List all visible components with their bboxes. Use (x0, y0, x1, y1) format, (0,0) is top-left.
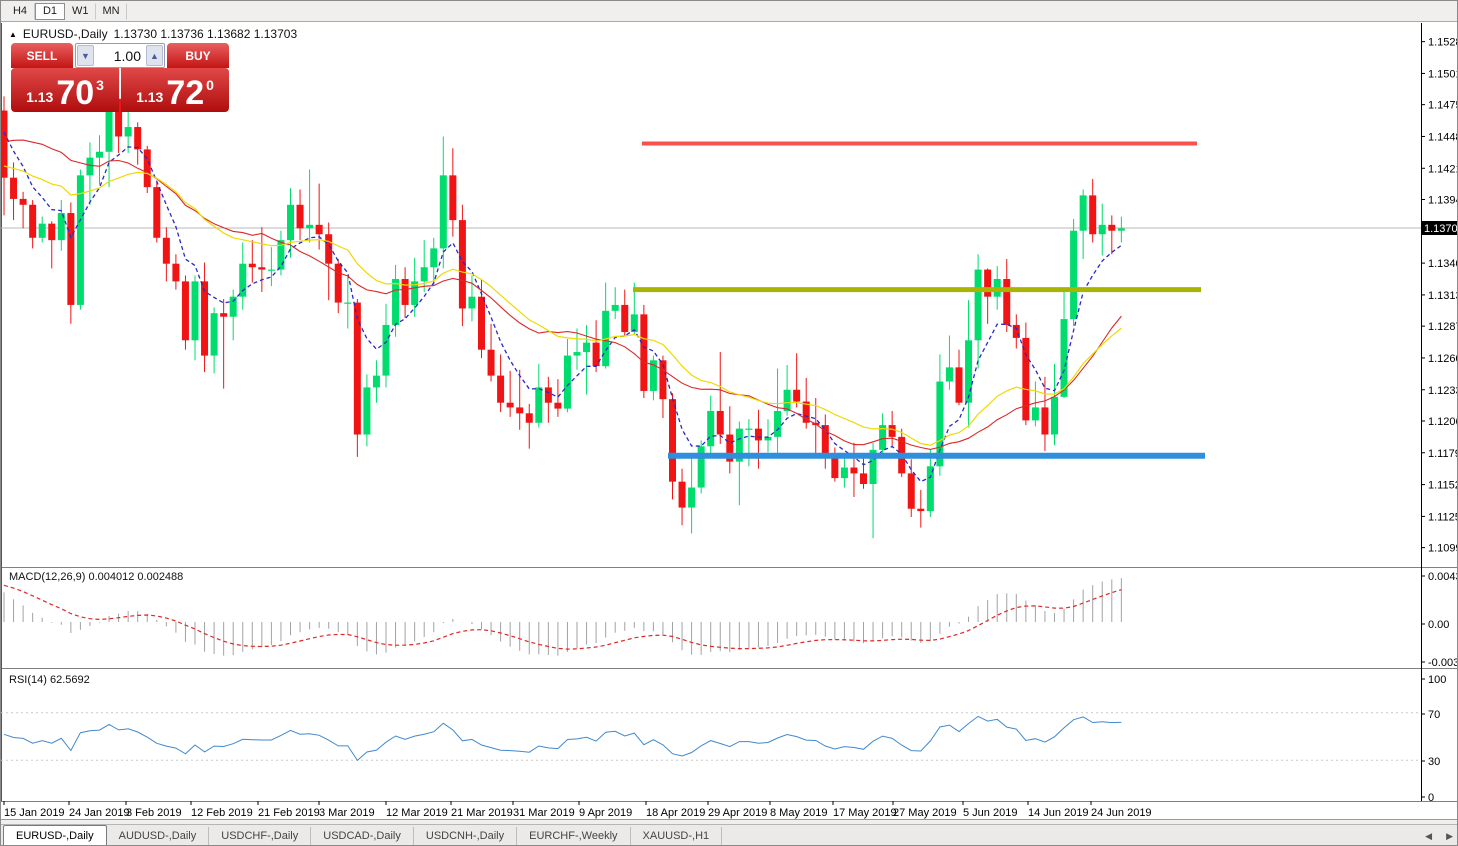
svg-text:5 Jun 2019: 5 Jun 2019 (963, 807, 1017, 819)
symbol-period-label: EURUSD-,Daily (22, 27, 108, 41)
svg-text:1.13945: 1.13945 (1428, 194, 1458, 206)
buy-button[interactable]: BUY (167, 43, 229, 68)
macd-panel[interactable] (3, 578, 1122, 656)
expand-arrow-icon[interactable]: ▲ (9, 29, 17, 39)
svg-text:21 Mar 2019: 21 Mar 2019 (451, 807, 513, 819)
timeframe-h4[interactable]: H4 (5, 2, 35, 20)
svg-text:1.11795: 1.11795 (1428, 448, 1458, 460)
chart-tab-usdchf-daily[interactable]: USDCHF-,Daily (209, 826, 312, 845)
rsi-line (3, 715, 1122, 762)
ohlc-values: 1.13730 1.13736 1.13682 1.13703 (113, 27, 298, 41)
svg-text:18 Apr 2019: 18 Apr 2019 (646, 807, 705, 819)
tab-scroll-left-icon[interactable]: ◀ (1425, 831, 1433, 841)
sell-price-big: 70 (56, 73, 95, 112)
svg-text:24 Jan 2019: 24 Jan 2019 (69, 807, 130, 819)
rsi-panel[interactable] (1, 712, 1421, 762)
svg-text:1.15285: 1.15285 (1428, 37, 1458, 49)
sell-button[interactable]: SELL (11, 43, 73, 68)
ma-line-mid-red (3, 139, 1122, 450)
svg-text:21 Feb 2019: 21 Feb 2019 (258, 807, 320, 819)
timeframe-toolbar: H4 D1 W1 MN (1, 1, 1457, 22)
svg-text:8 May 2019: 8 May 2019 (770, 807, 827, 819)
chart-tab-usdcad-daily[interactable]: USDCAD-,Daily (311, 826, 414, 845)
svg-text:1.12870: 1.12870 (1428, 321, 1458, 333)
svg-text:0: 0 (1428, 792, 1434, 804)
svg-text:1.12330: 1.12330 (1428, 385, 1458, 397)
chart-tab-eurusd-daily[interactable]: EURUSD-,Daily (3, 825, 107, 845)
timeframe-mn[interactable]: MN (96, 2, 127, 20)
sell-price-tile[interactable]: 1.13 70 3 (11, 68, 119, 112)
tabbar-arrows: ◀ ▶ (1425, 825, 1453, 845)
svg-text:1.13703: 1.13703 (1424, 223, 1458, 235)
svg-text:70: 70 (1428, 709, 1440, 721)
chart-tab-audusd-daily[interactable]: AUDUSD-,Daily (107, 826, 210, 845)
ma-line-slow-yellow (3, 165, 1122, 446)
svg-text:31 Mar 2019: 31 Mar 2019 (513, 807, 575, 819)
svg-text:30: 30 (1428, 756, 1440, 768)
svg-text:3 Feb 2019: 3 Feb 2019 (126, 807, 182, 819)
price-panel[interactable] (1, 58, 1421, 539)
volume-input[interactable]: 1.00 (113, 47, 141, 64)
svg-text:0.00: 0.00 (1428, 619, 1449, 631)
trade-buttons-row: SELL ▼ 1.00 ▲ BUY (11, 43, 229, 68)
svg-text:12 Feb 2019: 12 Feb 2019 (191, 807, 253, 819)
svg-text:1.14480: 1.14480 (1428, 131, 1458, 143)
svg-text:1.15015: 1.15015 (1428, 68, 1458, 80)
timeframe-w1[interactable]: W1 (65, 2, 96, 20)
buy-price-sup: 0 (206, 77, 214, 93)
svg-text:12 Mar 2019: 12 Mar 2019 (386, 807, 448, 819)
macd-label: MACD(12,26,9) 0.004012 0.002488 (9, 571, 184, 583)
svg-text:17 May 2019: 17 May 2019 (833, 807, 897, 819)
macd-signal-line (3, 584, 1122, 650)
sell-price-prefix: 1.13 (26, 89, 54, 105)
tab-scroll-right-icon[interactable]: ▶ (1446, 831, 1453, 841)
svg-text:27 May 2019: 27 May 2019 (893, 807, 957, 819)
chart-scroll-strip (1, 819, 1457, 824)
svg-text:1.11255: 1.11255 (1428, 511, 1458, 523)
volume-spinner: ▼ 1.00 ▲ (75, 43, 165, 68)
svg-text:14 Jun 2019: 14 Jun 2019 (1028, 807, 1089, 819)
svg-text:29 Apr 2019: 29 Apr 2019 (708, 807, 767, 819)
buy-price-tile[interactable]: 1.13 72 0 (121, 68, 229, 112)
chart-tab-usdcnh-daily[interactable]: USDCNH-,Daily (414, 826, 518, 845)
one-click-trading-panel: SELL ▼ 1.00 ▲ BUY 1.13 70 3 1.13 72 0 (11, 43, 229, 112)
timeframe-d1[interactable]: D1 (35, 2, 65, 20)
svg-text:15 Jan 2019: 15 Jan 2019 (4, 807, 65, 819)
chart-tab-xauusd-h1[interactable]: XAUUSD-,H1 (631, 826, 723, 845)
chart-tab-eurchf-weekly[interactable]: EURCHF-,Weekly (517, 826, 631, 845)
buy-price-prefix: 1.13 (136, 89, 164, 105)
svg-text:0.004375: 0.004375 (1428, 571, 1458, 583)
svg-text:9 Apr 2019: 9 Apr 2019 (579, 807, 632, 819)
svg-text:1.13135: 1.13135 (1428, 290, 1458, 302)
ma-line-fast-blue (3, 131, 1122, 483)
buy-price-big: 72 (166, 73, 205, 112)
svg-text:1.13405: 1.13405 (1428, 258, 1458, 270)
svg-text:24 Jun 2019: 24 Jun 2019 (1091, 807, 1152, 819)
sell-price-sup: 3 (96, 77, 104, 93)
svg-text:1.11525: 1.11525 (1428, 480, 1458, 492)
svg-text:100: 100 (1428, 674, 1446, 686)
volume-down-icon[interactable]: ▼ (77, 45, 94, 66)
chart-tabbar: EURUSD-,Daily AUDUSD-,Daily USDCHF-,Daily U… (1, 824, 1457, 845)
svg-text:1.12065: 1.12065 (1428, 416, 1458, 428)
current-price-tag (1422, 221, 1457, 235)
svg-text:1.10990: 1.10990 (1428, 543, 1458, 555)
trade-prices-row: 1.13 70 3 1.13 72 0 (11, 68, 229, 112)
svg-text:1.14210: 1.14210 (1428, 163, 1458, 175)
chart-title: ▲ EURUSD-,Daily 1.13730 1.13736 1.13682 … (9, 27, 297, 41)
svg-text:1.12600: 1.12600 (1428, 353, 1458, 365)
candles (1, 58, 1125, 539)
price-axis: 1.15285 1.15015 1.14750 1.14480 1.14210 1.139… (1421, 23, 1458, 804)
volume-up-icon[interactable]: ▲ (146, 45, 163, 66)
svg-text:3 Mar 2019: 3 Mar 2019 (319, 807, 375, 819)
rsi-label: RSI(14) 62.5692 (9, 674, 90, 686)
svg-text:1.14750: 1.14750 (1428, 100, 1458, 112)
svg-text:-0.00371: -0.00371 (1428, 657, 1458, 669)
